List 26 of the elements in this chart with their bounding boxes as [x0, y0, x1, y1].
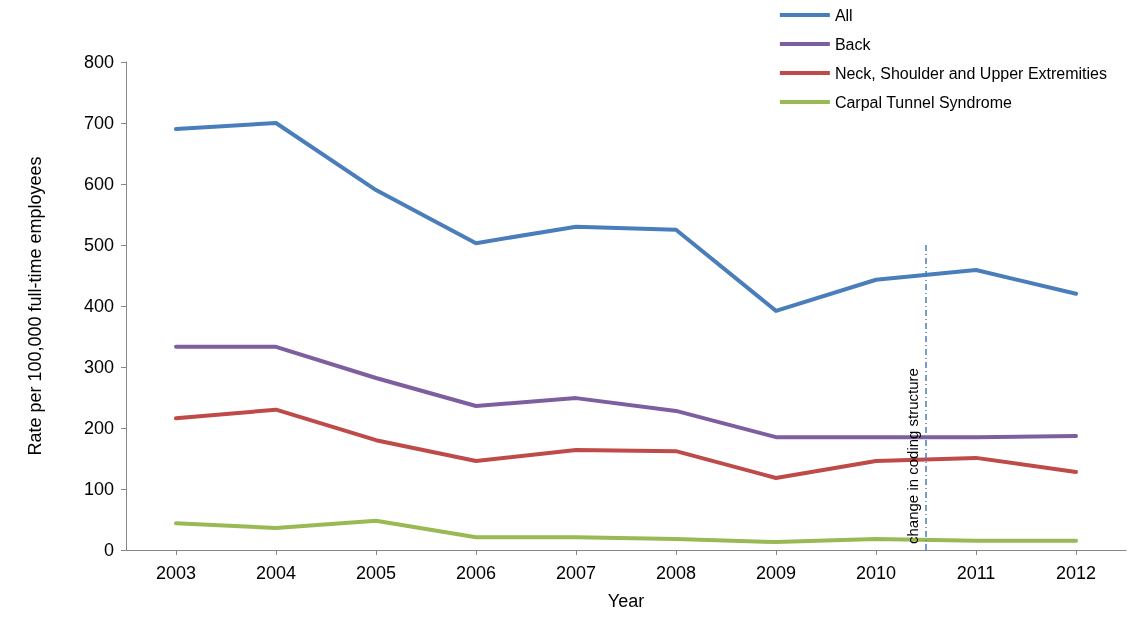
x-tick-label: 2007	[555, 563, 597, 583]
legend-label: Back	[834, 35, 872, 53]
y-tick-label: 100	[83, 479, 114, 499]
y-axis-title: Rate per 100,000 full-time employees	[25, 156, 45, 456]
legend-label: All	[834, 6, 853, 24]
x-tick-label: 2012	[1055, 563, 1097, 583]
x-tick-label: 2005	[355, 563, 397, 583]
x-tick-label: 2003	[155, 563, 197, 583]
y-tick-label: 600	[83, 174, 114, 194]
y-tick-label: 500	[83, 235, 114, 255]
x-axis-title: Year	[607, 591, 645, 611]
x-tick-label: 2004	[255, 563, 297, 583]
x-tick-label: 2008	[655, 563, 697, 583]
x-tick-label: 2009	[755, 563, 797, 583]
y-tick-label: 800	[83, 52, 114, 72]
x-tick-label: 2006	[455, 563, 497, 583]
x-tick-label: 2011	[956, 563, 996, 583]
y-tick-label: 200	[83, 418, 114, 438]
ref-line-label: change in coding structure	[904, 368, 921, 544]
legend-label: Neck, Shoulder and Upper Extremities	[834, 64, 1107, 82]
x-tick-label: 2010	[855, 563, 897, 583]
y-tick-label: 300	[83, 357, 114, 377]
y-tick-label: 400	[83, 296, 114, 316]
y-tick-label: 0	[103, 540, 114, 560]
legend-label: Carpal Tunnel Syndrome	[834, 93, 1012, 111]
y-tick-label: 700	[83, 113, 114, 133]
